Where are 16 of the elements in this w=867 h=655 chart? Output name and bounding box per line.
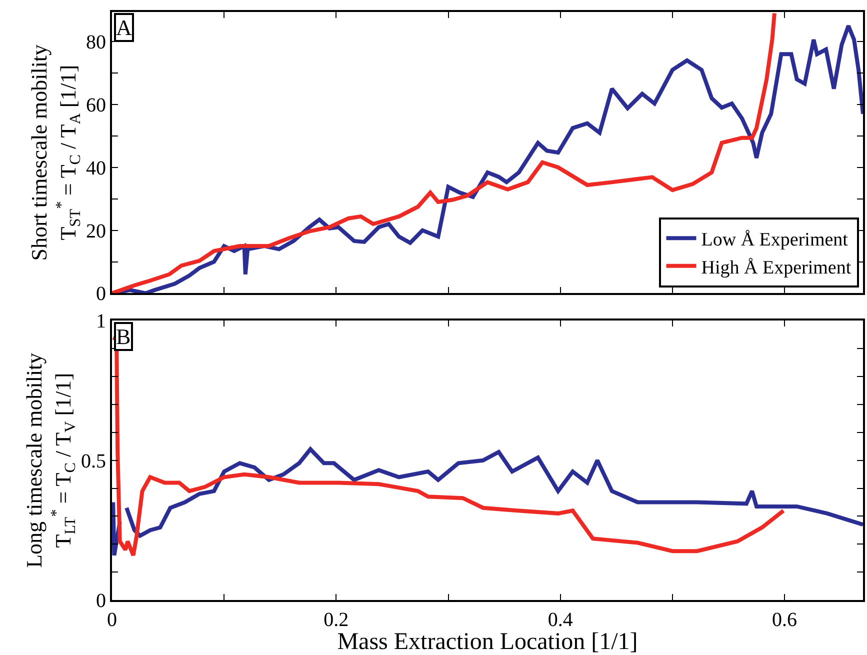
annotation: B xyxy=(116,324,131,349)
annotation: A xyxy=(116,15,132,40)
legend-label: High Å Experiment xyxy=(701,257,852,278)
x-axis-title: Mass Extraction Location [1/1] xyxy=(337,629,638,655)
x-tick-label: 0.4 xyxy=(548,609,573,631)
x-tick-label: 0.6 xyxy=(772,609,798,631)
x-tick-label: 0.2 xyxy=(324,609,349,631)
y-tick-label: 20 xyxy=(86,220,106,242)
y-tick-label: 0 xyxy=(96,590,106,612)
y-tick-label: 0.5 xyxy=(81,450,106,472)
y-tick-label: 1 xyxy=(96,310,106,333)
y-tick-label: 0 xyxy=(96,283,106,306)
y-tick-label: 40 xyxy=(86,157,106,180)
legend-label: Low Å Experiment xyxy=(701,230,849,251)
y-tick-label: 60 xyxy=(86,94,106,116)
y-tick-label: 80 xyxy=(86,32,106,54)
